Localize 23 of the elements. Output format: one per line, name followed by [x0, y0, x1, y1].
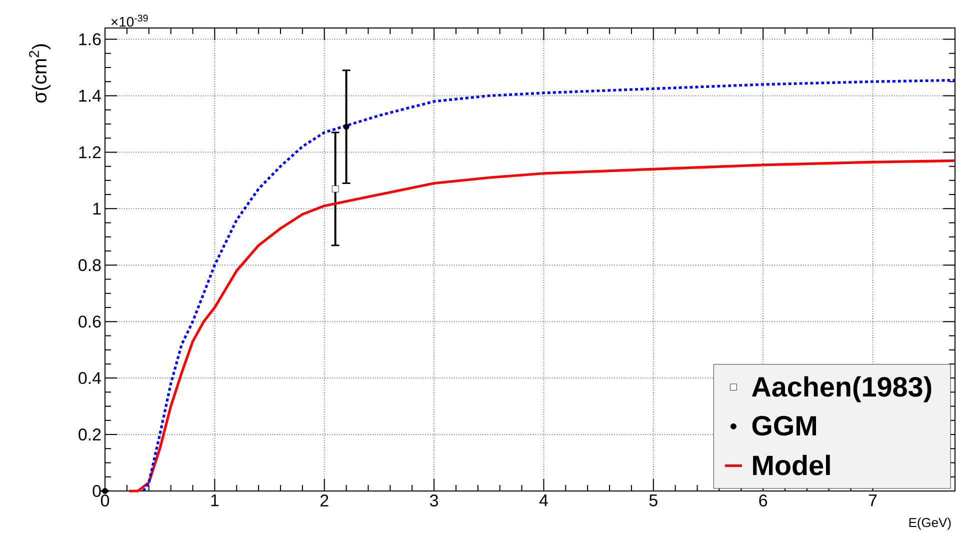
x-tick-label: 5	[649, 494, 658, 506]
y-tick-label: 0.4	[78, 372, 101, 384]
x-tick-label: 4	[539, 494, 548, 506]
y-tick-label: 0.8	[78, 259, 101, 272]
y-tick-label: 1.2	[79, 146, 101, 158]
legend-label: Model	[753, 454, 830, 476]
y-tick-label: 0.2	[78, 428, 101, 441]
text: ×10$^{-39}$	[111, 14, 148, 27]
legend-label: Aachen(1983)	[752, 376, 932, 402]
x-tick-label: 1	[211, 494, 219, 506]
y-tick-label: 1.4	[79, 90, 101, 102]
y-axis-title: σ(cm$^{2}$)	[29, 44, 50, 103]
y-tick-label: 0	[92, 484, 101, 497]
y-tick-label: 1	[93, 202, 101, 214]
x-tick-label: 0	[100, 494, 110, 507]
x-tick-label: 2	[320, 494, 328, 506]
y-tick-label: 0.6	[78, 316, 101, 328]
legend-label: GGM	[752, 416, 816, 436]
x-tick-label: 7	[868, 494, 877, 506]
x-axis-title: E(GeV)	[909, 518, 951, 530]
x-tick-label: 3	[430, 494, 438, 507]
x-tick-label: 6	[759, 494, 768, 507]
y-tick-label: 1.6	[79, 33, 101, 46]
